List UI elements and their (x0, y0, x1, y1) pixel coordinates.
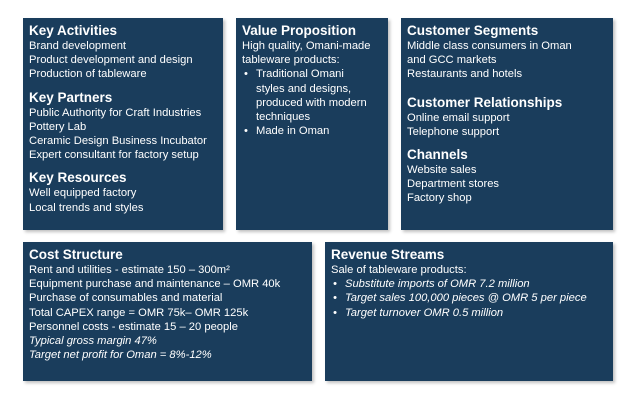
key-resources-title: Key Resources (29, 170, 127, 186)
bullet-text: styles and designs, (256, 82, 352, 95)
cost-structure-box: Cost Structure Rent and utilities - esti… (23, 242, 312, 381)
bullet-text: techniques (256, 111, 311, 124)
key-activities-box: Key Activities Brand development Product… (23, 18, 223, 230)
revenue-intro: Sale of tableware products: (331, 264, 467, 276)
key-activity-item: Product development and design (29, 54, 193, 67)
value-proposition-title: Value Proposition (242, 23, 357, 38)
channel-item: Factory shop (407, 192, 472, 205)
gross-margin-text: Typical gross margin 47% (29, 335, 157, 348)
cost-item: Purchase of consumables and material (29, 292, 223, 305)
bullet-dot-icon: • (244, 125, 248, 138)
value-proposition-box: Value Proposition High quality, Omani-ma… (236, 18, 388, 230)
customer-segment-item: Restaurants and hotels (407, 68, 523, 81)
cost-item: Rent and utilities - estimate 150 – 300m… (29, 264, 230, 276)
customer-segments-title: Customer Segments (407, 23, 539, 38)
key-activity-item: Brand development (29, 40, 127, 52)
cost-item: Total CAPEX range = OMR 75k– OMR 125k (29, 306, 249, 319)
bullet-text: Traditional Omani (256, 68, 344, 81)
cost-item: Equipment purchase and maintenance – OMR… (29, 278, 281, 291)
bullet-dot-icon: • (244, 68, 248, 81)
customer-segments-box: Customer Segments Middle class consumers… (401, 18, 613, 230)
value-proposition-intro: High quality, Omani-made (242, 40, 371, 52)
customer-relationships-title: Customer Relationships (407, 94, 563, 110)
bullet-text: Target turnover OMR 0.5 million (345, 306, 504, 319)
customer-relationship-item: Online email support (407, 111, 510, 124)
key-partner-item: Ceramic Design Business Incubator (29, 135, 207, 148)
revenue-list: • Substitute imports of OMR 7.2 million … (331, 277, 607, 320)
channels-title: Channels (407, 147, 468, 163)
customer-segment-item: Middle class consumers in Oman (407, 40, 572, 52)
key-resource-item: Well equipped factory (29, 187, 137, 200)
bullet-text: Substitute imports of OMR 7.2 million (345, 278, 530, 291)
key-resource-item: Local trends and styles (29, 201, 144, 214)
revenue-bullet: • Target sales 100,000 pieces @ OMR 5 pe… (331, 291, 607, 305)
bullet-dot-icon: • (333, 292, 337, 305)
customer-segment-item: and GCC markets (407, 54, 497, 67)
revenue-bullet: • Substitute imports of OMR 7.2 million (331, 277, 607, 291)
bullet-dot-icon: • (333, 306, 337, 319)
net-profit-text: Target net profit for Oman = 8%-12% (29, 349, 212, 362)
revenue-bullet: • Target turnover OMR 0.5 million (331, 306, 607, 320)
key-partner-item: Expert consultant for factory setup (29, 149, 199, 162)
channel-item: Website sales (407, 164, 477, 177)
cost-item: Personnel costs - estimate 15 – 20 peopl… (29, 320, 238, 333)
value-proposition-bullet: • Made in Oman (242, 124, 382, 138)
value-proposition-intro: tableware products: (242, 54, 340, 67)
value-proposition-bullet: • Traditional Omani styles and designs, … (242, 67, 382, 124)
key-activities-title: Key Activities (29, 23, 118, 38)
key-partner-item: Public Authority for Craft Industries (29, 106, 202, 119)
bullet-dot-icon: • (333, 278, 337, 291)
key-activity-item: Production of tableware (29, 68, 147, 81)
revenue-streams-box: Revenue Streams Sale of tableware produc… (325, 242, 613, 381)
bullet-text: Made in Oman (256, 125, 330, 138)
bullet-text: Target sales 100,000 pieces @ OMR 5 per … (345, 292, 587, 305)
customer-relationship-item: Telephone support (407, 125, 500, 138)
bullet-text: produced with modern (256, 96, 367, 109)
key-partners-title: Key Partners (29, 89, 113, 105)
cost-structure-title: Cost Structure (29, 247, 123, 262)
value-proposition-list: • Traditional Omani styles and designs, … (242, 67, 382, 138)
channel-item: Department stores (407, 178, 500, 191)
key-partner-item: Pottery Lab (29, 120, 87, 133)
revenue-streams-title: Revenue Streams (331, 247, 445, 262)
